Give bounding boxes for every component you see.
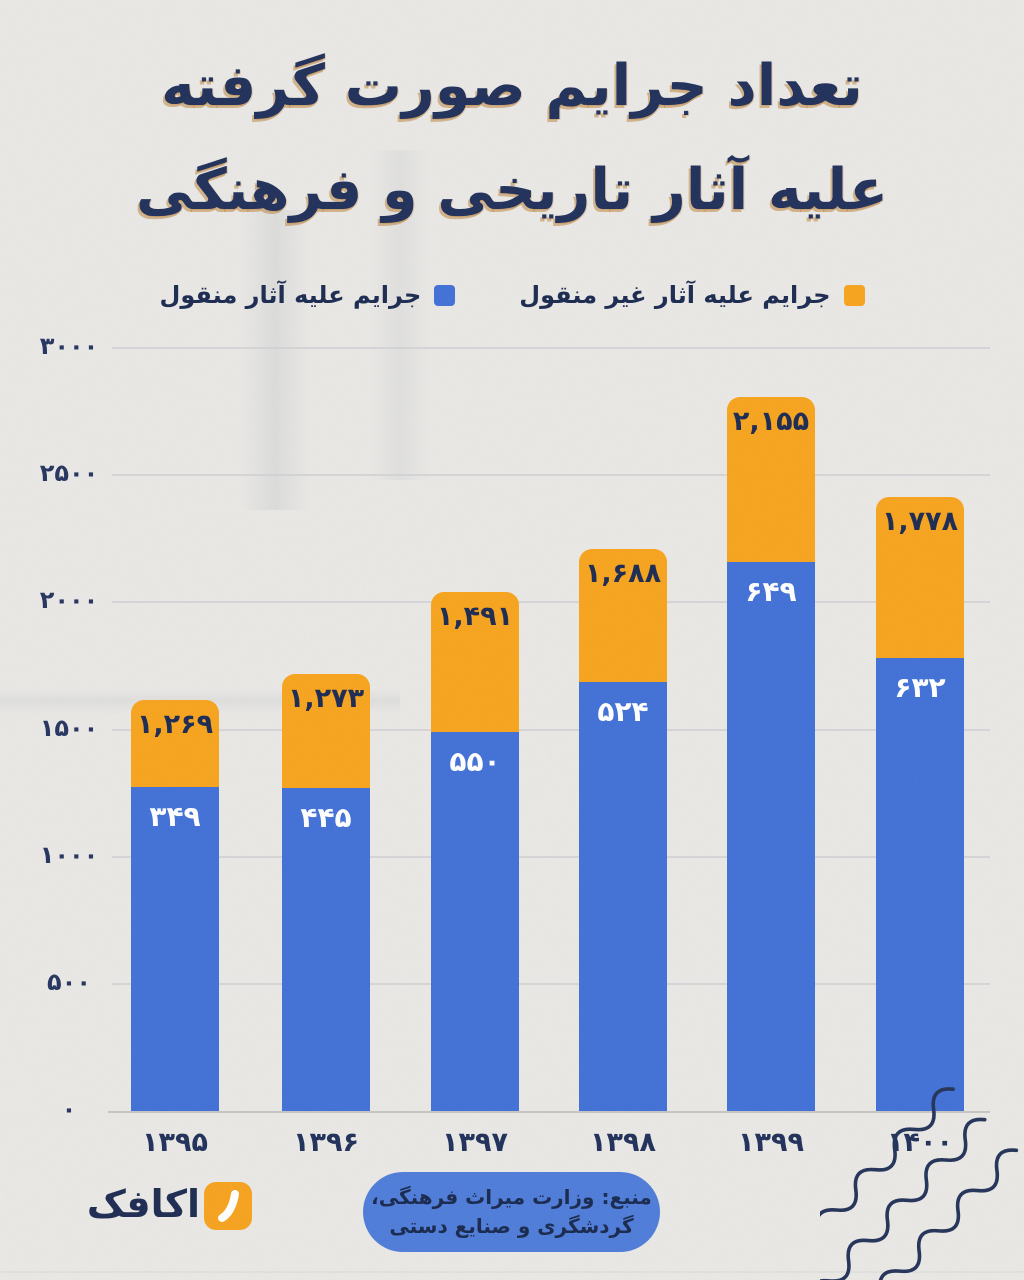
source-badge: منبع: وزارت میراث فرهنگی، گردشگری و صنای… (363, 1172, 660, 1252)
bar-segment-movable: ۳۴۹ (131, 787, 219, 1111)
bar-segment-immovable: ۱,۷۷۸ (876, 497, 964, 658)
bar-total-label: ۱,۲۷۳ (287, 683, 365, 714)
x-tick-label: ۱۳۹۷ (442, 1127, 508, 1158)
bar-total-label: ۱,۶۸۸ (584, 558, 662, 589)
bar-segment-immovable: ۱,۴۹۱ (431, 592, 519, 732)
y-tick-label: ۱۵۰۰ (39, 713, 99, 742)
page-title: تعداد جرایم صورت گرفته علیه آثار تاریخی … (0, 34, 1024, 242)
movable-swatch-icon (434, 284, 456, 306)
bar-1396: ۱,۲۷۳ ۴۴۵ (282, 674, 370, 1111)
bar-1400: ۱,۷۷۸ ۶۳۲ (876, 497, 964, 1111)
bar-movable-value-label: ۵۲۴ (597, 695, 649, 728)
bar-1397: ۱,۴۹۱ ۵۵۰ (431, 592, 519, 1111)
bar-segment-immovable: ۱,۲۷۳ (282, 674, 370, 788)
source-line-1: منبع: وزارت میراث فرهنگی، (371, 1185, 652, 1209)
bar-movable-value-label: ۳۴۹ (149, 800, 201, 833)
bar-movable-value-label: ۶۳۲ (894, 671, 946, 704)
bar-segment-movable: ۵۲۴ (579, 682, 667, 1111)
bar-segment-movable: ۵۵۰ (431, 732, 519, 1111)
wave-decoration-icon (820, 1087, 1019, 1280)
legend-item-immovable: جرایم علیه آثار غیر منقول (519, 281, 865, 309)
gridline-1000 (112, 855, 990, 858)
y-tick-label: ۲۰۰۰ (39, 586, 99, 615)
legend: جرایم علیه آثار غیر منقول جرایم علیه آثا… (0, 281, 1024, 309)
bar-segment-movable: ۴۴۵ (282, 788, 370, 1111)
bar-segment-immovable: ۱,۲۶۹ (131, 700, 219, 787)
brand-wordmark: اکافک (86, 1182, 200, 1226)
gridline-2500 (112, 474, 990, 477)
bar-1398: ۱,۶۸۸ ۵۲۴ (579, 549, 667, 1111)
bar-total-label: ۱,۴۹۱ (436, 601, 514, 632)
bar-movable-value-label: ۵۵۰ (449, 745, 501, 778)
brand-logo-icon (204, 1182, 252, 1230)
bar-movable-value-label: ۴۴۵ (300, 801, 352, 834)
y-tick-label: ۳۰۰۰ (39, 332, 99, 360)
bar-segment-movable: ۶۴۹ (727, 562, 815, 1111)
immovable-swatch-icon (843, 284, 865, 306)
title-line-1: تعداد جرایم صورت گرفته (161, 53, 863, 119)
gridline-2000 (112, 601, 990, 604)
gridline-3000 (112, 347, 990, 349)
legend-label-immovable: جرایم علیه آثار غیر منقول (519, 281, 831, 309)
y-tick-label: ۲۵۰۰ (39, 459, 99, 488)
title-line-2: علیه آثار تاریخی و فرهنگی (135, 157, 889, 223)
y-tick-label: ۰ (61, 1095, 77, 1123)
x-tick-label: ۱۳۹۶ (293, 1127, 359, 1158)
gridline-500 (112, 982, 990, 985)
x-tick-label: ۱۳۹۵ (142, 1127, 208, 1158)
legend-label-movable: جرایم علیه آثار منقول (159, 281, 422, 309)
bar-segment-immovable: ۲,۱۵۵ (727, 397, 815, 562)
source-line-2: گردشگری و صنایع دستی (389, 1214, 634, 1238)
legend-item-movable: جرایم علیه آثار منقول (160, 281, 456, 309)
bar-total-label: ۱,۷۷۸ (881, 506, 959, 537)
bar-segment-immovable: ۱,۶۸۸ (579, 549, 667, 682)
bar-movable-value-label: ۶۴۹ (745, 575, 797, 608)
bar-segment-movable: ۶۳۲ (876, 658, 964, 1111)
bar-total-label: ۲,۱۵۵ (732, 406, 810, 437)
bar-1395: ۱,۲۶۹ ۳۴۹ (131, 700, 219, 1111)
y-tick-label: ۵۰۰ (47, 967, 91, 996)
brand-logo: اکافک (52, 1180, 252, 1240)
x-tick-label: ۱۳۹۸ (590, 1127, 656, 1158)
gridline-1500 (112, 728, 990, 731)
bar-total-label: ۱,۲۶۹ (136, 709, 214, 740)
y-tick-label: ۱۰۰۰ (39, 840, 99, 869)
bar-1399: ۲,۱۵۵ ۶۴۹ (727, 397, 815, 1111)
